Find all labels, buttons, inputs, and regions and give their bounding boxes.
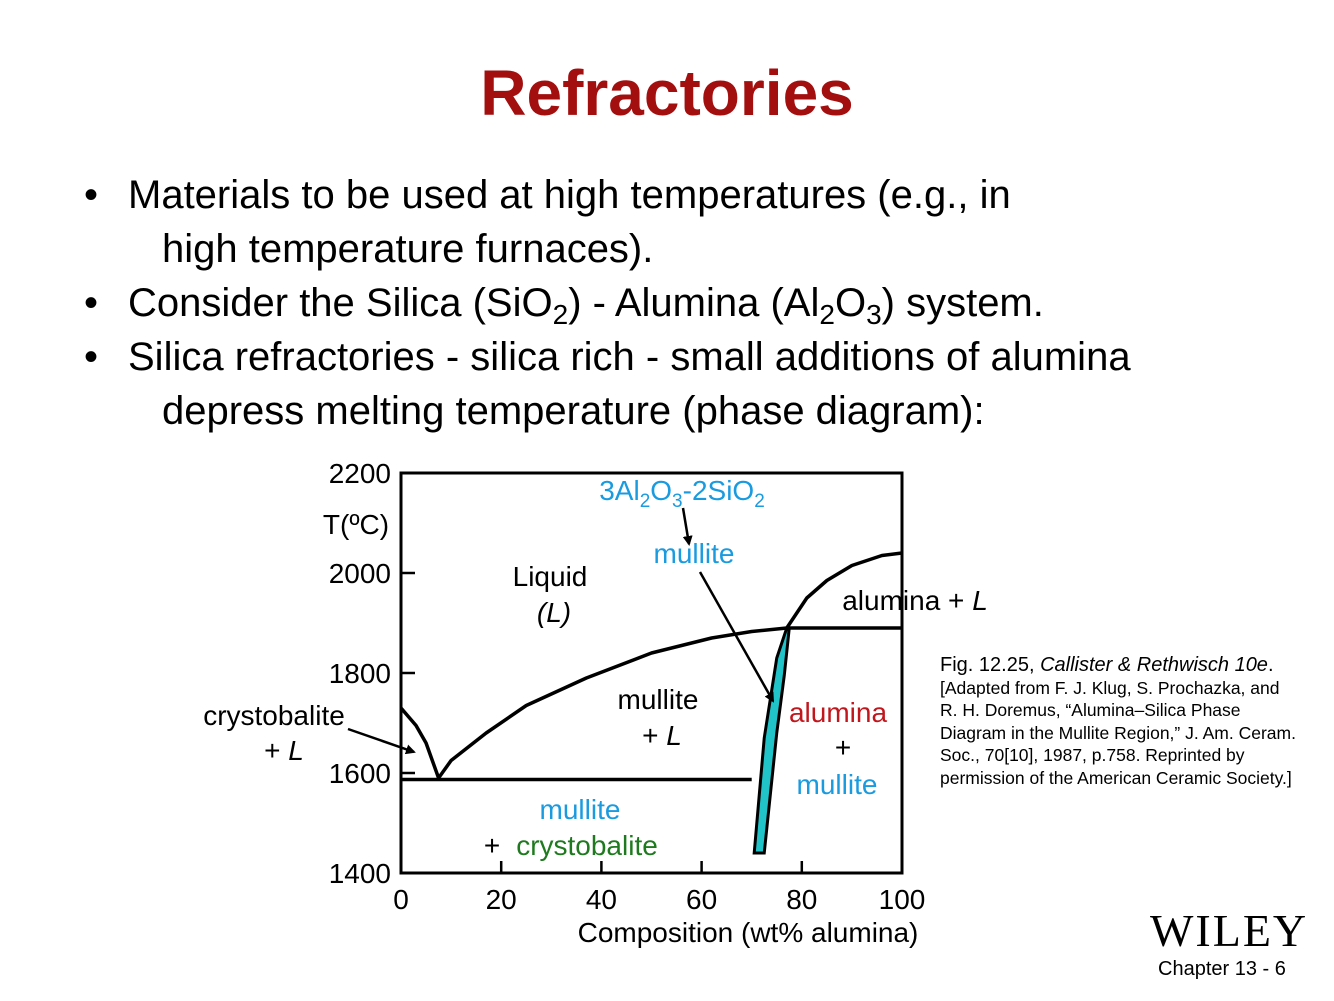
label-alumina-liquid: alumina + L [842,585,988,616]
label-crystobalite-liquid-2: + L [264,735,304,766]
label-mullite: mullite [654,538,735,569]
subscript: 2 [552,298,569,330]
bullet-dot: • [84,281,99,325]
crystobalite-liquidus-line [399,706,441,779]
label-mullite-crystobalite-2: + [484,830,500,861]
label-mullite-crystobalite-3: crystobalite [516,830,658,861]
x-tick-label: 80 [786,884,817,915]
formula-part: -2SiO [683,475,755,506]
bullet-1: • Materials to be used at high temperatu… [84,168,1314,276]
formula-part: O [650,475,672,506]
arrow-formula-to-mullite [681,507,693,546]
x-axis-label: Composition (wt% alumina) [578,917,919,948]
label-mullite-liquid-2: + L [642,720,682,751]
caption-line: Diagram in the Mullite Region,” J. Am. C… [940,722,1296,743]
x-tick-label: 0 [393,884,409,915]
y-tick-label: 1400 [329,858,391,889]
bullet-dot: • [84,335,99,379]
caption-source: Fig. 12.25, Callister & Rethwisch 10e. [940,654,1325,677]
y-axis-label: T(ºC) [323,509,389,540]
x-tick-label: 40 [586,884,617,915]
caption-fig: Fig. 12.25, [940,654,1041,676]
bullet-list: • Materials to be used at high temperatu… [84,168,1314,438]
subscript: 2 [819,298,835,330]
bullet-1-line2: high temperature furnaces). [162,227,654,271]
plot-frame [399,471,904,875]
caption-line: R. H. Doremus, “Alumina–Silica Phase [940,700,1241,720]
phase-boundaries [399,551,903,855]
caption-line: permission of the American Ceramic Socie… [940,767,1292,788]
wiley-logo: WILEY [1150,905,1309,956]
caption-line: Soc., 70[10], 1987, p.758. Reprinted by [940,745,1245,765]
bullet-1-line1: Materials to be used at high temperature… [128,173,1011,217]
y-tick-label: 2000 [329,558,391,589]
mullite-field [752,626,791,855]
caption-dot: . [1267,654,1274,676]
label-mullite-alumina: mullite [797,769,878,800]
bullet-3-line2: depress melting temperature (phase diagr… [162,389,985,433]
label-crystobalite-liquid-1: crystobalite [203,700,345,731]
x-tick-label: 60 [686,884,717,915]
liquid-symbol: L [972,585,988,616]
bullet-3-line1: Silica refractories - silica rich - smal… [128,335,1131,379]
bullet-3: • Silica refractories - silica rich - sm… [84,330,1314,438]
bullet-2-part: ) system. [881,281,1044,325]
y-tick-label: 1800 [329,658,391,689]
label-liquid: Liquid [513,561,588,592]
bullet-2-part: Consider the Silica (SiO [128,281,553,325]
formula-subscript: 2 [640,491,651,512]
liquid-symbol: L [666,720,682,751]
x-tick-label: 100 [879,884,926,915]
label-liquid-symbol: (L) [537,597,571,628]
y-tick-label: 2200 [329,458,391,489]
bullet-2-part: O [834,281,867,325]
mullite-liquidus-line [437,626,787,780]
label-alumina-liquid-text: alumina + [842,585,972,616]
arrow-crystobalite-liquid [347,727,416,755]
y-tick-label: 1600 [329,758,391,789]
chapter-footer: Chapter 13 - 6 [1158,958,1286,980]
subscript: 3 [866,298,882,330]
label-mullite-crystobalite-1: mullite [540,794,621,825]
axis-ticks: 0 20 40 60 80 100 1400 1600 1800 2000 2200 [329,458,926,915]
caption-authors: Callister & Rethwisch 10e [1040,654,1268,676]
label-mullite-formula: 3Al2O3-2SiO2 [599,475,765,512]
label-plus: + [835,732,851,763]
alumina-liquidus-line [785,551,903,629]
bullet-2-part: ) - Alumina (Al [568,281,820,325]
formula-part: 3Al [599,475,639,506]
label-alumina: alumina [789,697,887,728]
bullet-2: • Consider the Silica (SiO2) - Alumina (… [84,276,1314,330]
bullet-2-text: Consider the Silica (SiO2) - Alumina (Al… [128,281,1044,328]
caption-line: [Adapted from F. J. Klug, S. Prochazka, … [940,677,1280,698]
formula-subscript: 2 [754,491,765,512]
slide-title: Refractories [480,57,854,129]
label-mullite-liquid-1: mullite [618,684,699,715]
arrow-mullite-to-field [698,571,775,703]
figure-caption: Fig. 12.25, Callister & Rethwisch 10e. [… [940,654,1325,789]
x-tick-label: 20 [486,884,517,915]
formula-subscript: 3 [672,491,683,512]
bullet-dot: • [84,173,99,217]
liquid-symbol: L [288,735,304,766]
